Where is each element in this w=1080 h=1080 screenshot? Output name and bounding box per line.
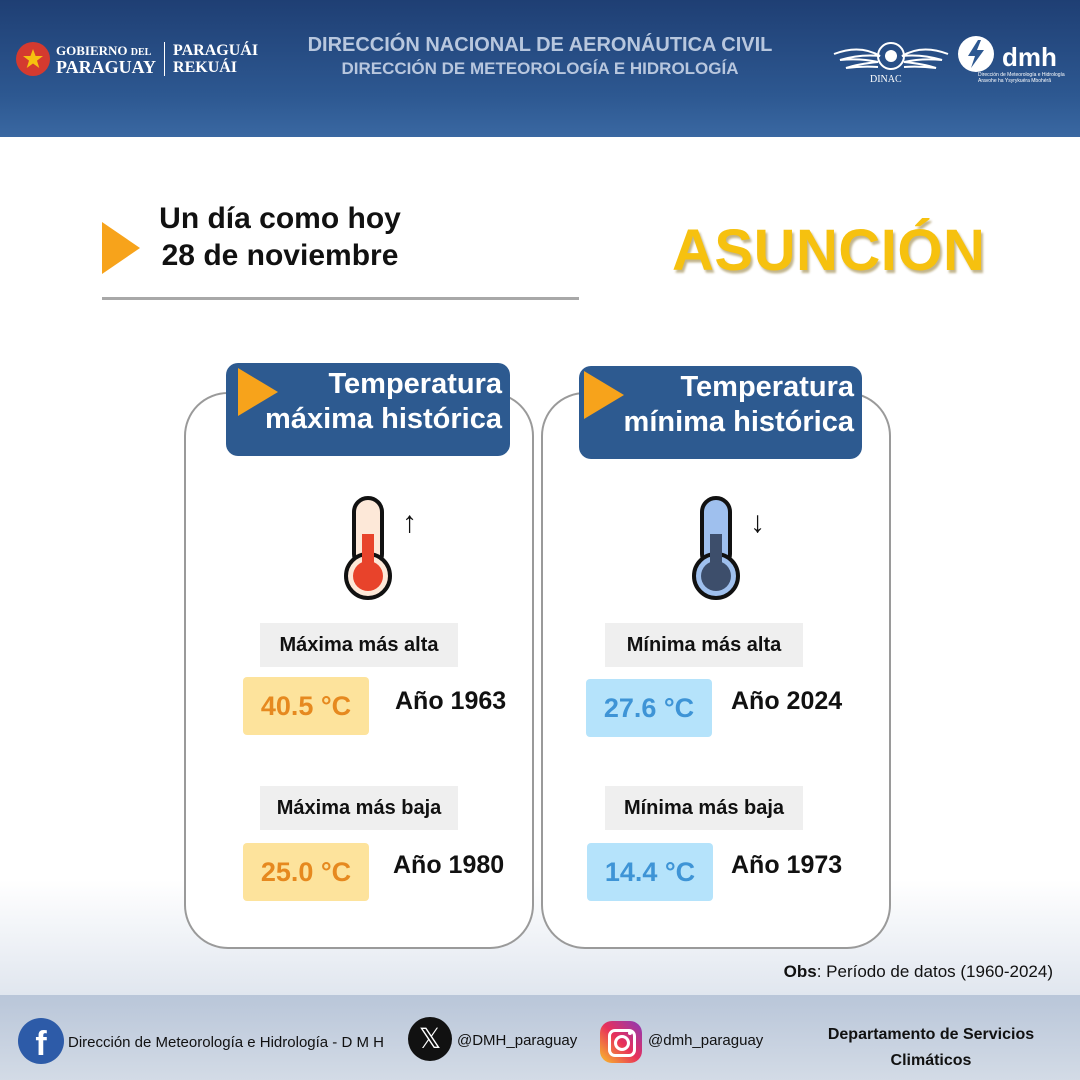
x-icon[interactable]: 𝕏 xyxy=(408,1017,452,1061)
max-title-line2: máxima histórica xyxy=(265,403,502,435)
dmh-sub2: Aravohe ha Ysyrykuéra Mbohérã xyxy=(978,78,1052,84)
header-titles: DIRECCIÓN NACIONAL DE AERONÁUTICA CIVIL … xyxy=(280,34,800,79)
department-label: Departamento de Servicios Climáticos xyxy=(800,1022,1062,1074)
dept-line2: Climáticos xyxy=(890,1052,972,1069)
gov-del: DEL xyxy=(130,47,152,58)
city-title: ASUNCIÓN xyxy=(672,218,986,283)
max-card-title: Temperatura máxima histórica xyxy=(226,363,510,456)
min-high-label: Mínima más alta xyxy=(605,623,803,667)
x-handle-link[interactable]: @DMH_paraguay xyxy=(457,1032,578,1049)
thermometer-cold-icon xyxy=(692,496,740,600)
dmh-label: dmh xyxy=(1002,42,1057,72)
min-card-title: Temperatura mínima histórica xyxy=(579,366,862,459)
max-arrow-up-icon: ↑ xyxy=(402,506,417,539)
date-divider xyxy=(102,297,579,300)
min-high-year: Año 2024 xyxy=(731,687,843,715)
star-emblem-icon xyxy=(16,42,50,76)
max-low-value: 25.0 °C xyxy=(243,843,369,901)
obs-note: Obs: Período de datos (1960-2024) xyxy=(700,962,1053,982)
dmh-sub1: Dirección de Meteorología e Hidrología xyxy=(978,72,1065,78)
facebook-icon[interactable]: f xyxy=(18,1018,64,1064)
min-arrow-down-icon: ↓ xyxy=(750,506,765,539)
slogan-line1: PARAGUÁI xyxy=(173,42,259,59)
max-high-value: 40.5 °C xyxy=(243,677,369,735)
max-high-label: Máxima más alta xyxy=(260,623,458,667)
obs-label: Obs xyxy=(783,962,817,981)
max-low-label: Máxima más baja xyxy=(260,786,458,830)
dinac-wings-icon xyxy=(833,42,949,70)
thermometer-hot-icon xyxy=(344,496,392,600)
dmh-logo: dmh xyxy=(956,34,1057,79)
gobierno-logo: GOBIERNO DEL PARAGUAY PARAGUÁI REKUÁI xyxy=(16,42,258,76)
footer-bar xyxy=(0,995,1080,1080)
dmh-subtitle: Dirección de Meteorología e Hidrología A… xyxy=(978,72,1073,84)
min-low-value: 14.4 °C xyxy=(587,843,713,901)
obs-text: : Período de datos (1960-2024) xyxy=(816,962,1053,981)
max-title-line1: Temperatura xyxy=(328,368,502,400)
header-banner xyxy=(0,0,1080,137)
max-high-year: Año 1963 xyxy=(395,687,507,715)
min-high-value: 27.6 °C xyxy=(586,679,712,737)
min-title-line2: mínima histórica xyxy=(623,406,854,438)
instagram-handle-link[interactable]: @dmh_paraguay xyxy=(648,1032,764,1049)
header-title: DIRECCIÓN NACIONAL DE AERONÁUTICA CIVIL xyxy=(307,34,773,56)
min-title-play-icon xyxy=(584,371,624,419)
date-play-icon xyxy=(102,222,140,274)
header-subtitle: DIRECCIÓN DE METEOROLOGÍA E HIDROLOGÍA xyxy=(341,59,739,78)
date-line2: 28 de noviembre xyxy=(161,239,399,272)
min-low-label: Mínima más baja xyxy=(605,786,803,830)
slogan-line2: REKUÁI xyxy=(173,59,238,76)
instagram-icon[interactable] xyxy=(600,1021,642,1063)
max-title-play-icon xyxy=(238,368,278,416)
max-low-year: Año 1980 xyxy=(393,851,505,879)
bottom-fade xyxy=(0,880,1080,1000)
gov-line1: GOBIERNO xyxy=(56,43,128,58)
date-line1: Un día como hoy xyxy=(159,202,401,235)
min-low-year: Año 1973 xyxy=(731,851,843,879)
gov-line2: PARAGUAY xyxy=(56,57,157,77)
min-title-line1: Temperatura xyxy=(680,371,854,403)
dept-line1: Departamento de Servicios xyxy=(827,1026,1035,1043)
dmh-bolt-icon xyxy=(958,36,994,72)
dinac-label: DINAC xyxy=(870,74,902,85)
logo-separator xyxy=(164,42,166,76)
facebook-link[interactable]: Dirección de Meteorología e Hidrología -… xyxy=(68,1034,384,1051)
